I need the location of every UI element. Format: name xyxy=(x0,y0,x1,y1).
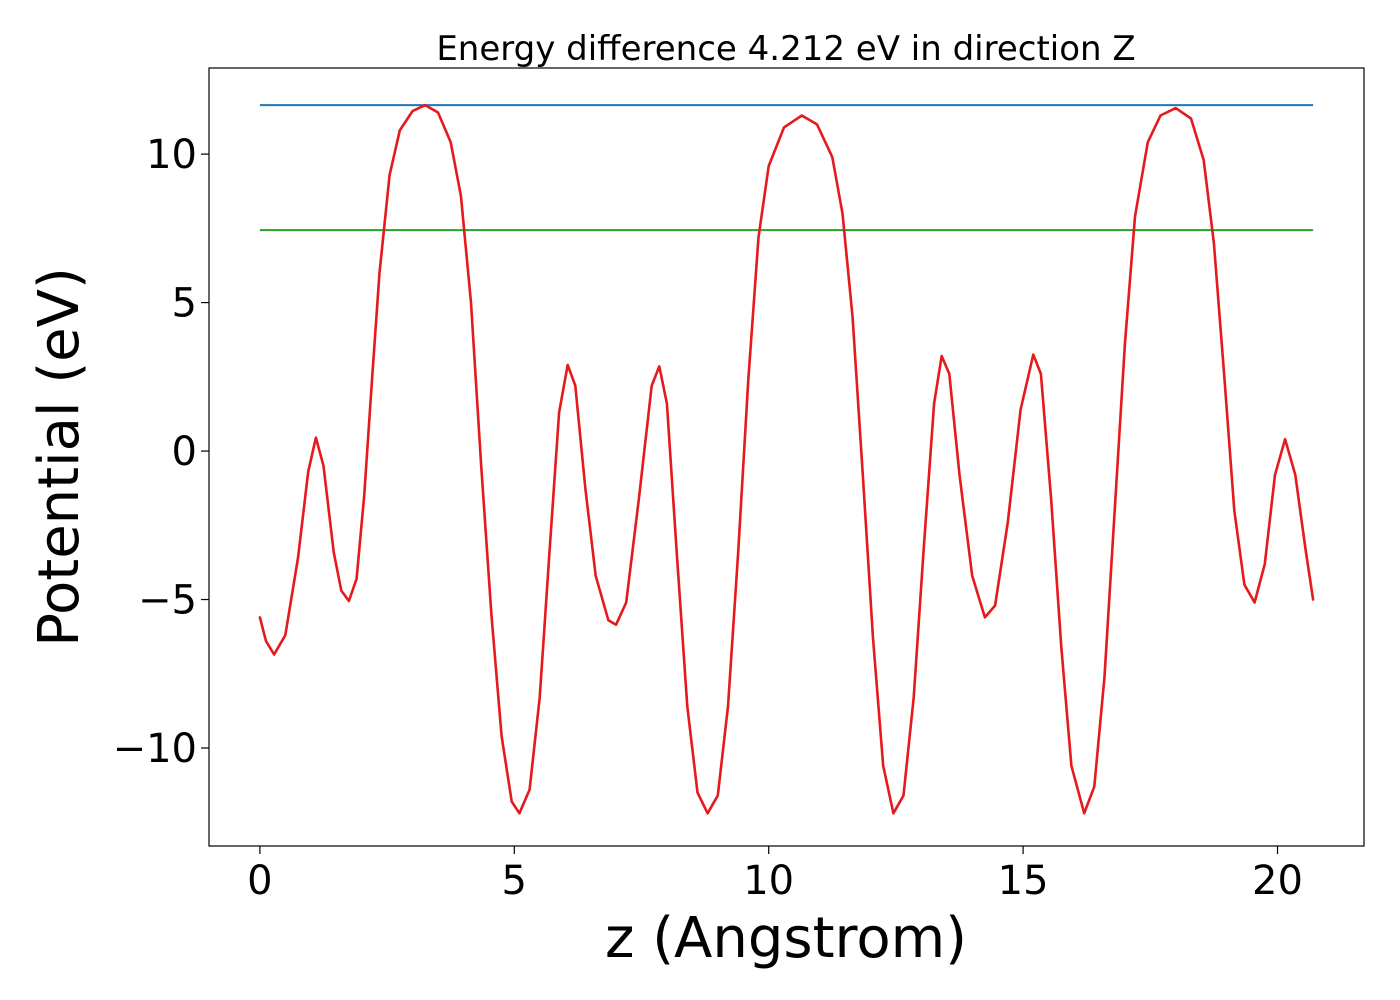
x-tick-label: 20 xyxy=(1252,858,1303,904)
plot-frame xyxy=(208,67,1365,847)
potential-series-line xyxy=(258,103,1315,815)
x-tick-label: 5 xyxy=(502,858,527,904)
x-axis: 0 5 10 15 20 xyxy=(247,846,1303,904)
y-tick-label: 0 xyxy=(172,429,197,475)
x-axis-label: z (Angstrom) xyxy=(605,906,967,971)
x-tick-label: 0 xyxy=(247,858,272,904)
y-axis-label: Potential (eV) xyxy=(27,267,92,647)
y-tick-label: 10 xyxy=(146,132,197,178)
x-tick-label: 10 xyxy=(743,858,794,904)
reference-lines xyxy=(259,104,1314,232)
series-group xyxy=(258,103,1315,815)
y-tick-label: −10 xyxy=(113,726,197,772)
y-tick-label: 5 xyxy=(172,281,197,327)
x-tick-label: 15 xyxy=(998,858,1049,904)
y-tick-label: −5 xyxy=(138,578,197,624)
chart-title: Energy difference 4.212 eV in direction … xyxy=(436,29,1135,69)
y-axis: −10 −5 0 5 10 xyxy=(113,132,209,772)
